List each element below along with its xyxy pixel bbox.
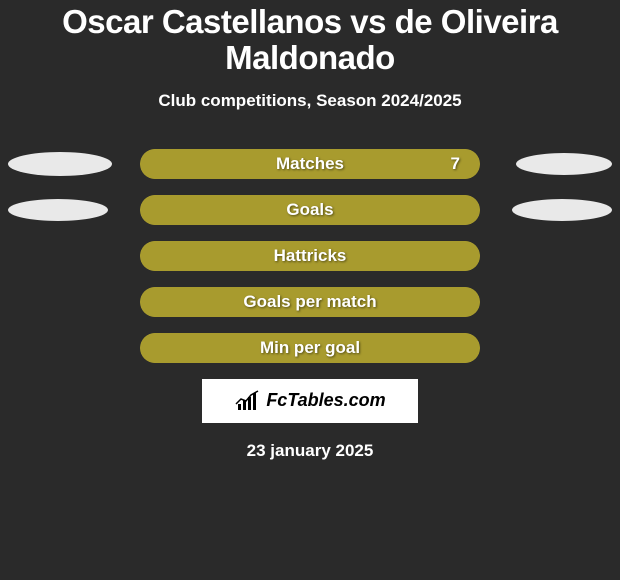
stat-label: Goals	[286, 200, 333, 220]
stat-label: Hattricks	[274, 246, 347, 266]
left-score-bubble	[8, 152, 112, 176]
stat-value: 7	[451, 154, 460, 174]
stat-row: Min per goal	[0, 333, 620, 363]
stat-bar: Min per goal	[140, 333, 480, 363]
stat-row: Goals	[0, 195, 620, 225]
subtitle: Club competitions, Season 2024/2025	[0, 91, 620, 111]
comparison-widget: Oscar Castellanos vs de Oliveira Maldona…	[0, 0, 620, 461]
stat-row: Goals per match	[0, 287, 620, 317]
stat-bar: Goals per match	[140, 287, 480, 317]
stat-row: Hattricks	[0, 241, 620, 271]
brand-chart-icon	[234, 390, 262, 412]
left-score-bubble	[8, 199, 108, 221]
stat-label: Matches	[276, 154, 344, 174]
stat-label: Goals per match	[243, 292, 376, 312]
stat-row: Matches 7	[0, 149, 620, 179]
brand-badge: FcTables.com	[202, 379, 418, 423]
brand-text: FcTables.com	[266, 390, 385, 411]
stat-bar: Hattricks	[140, 241, 480, 271]
stat-label: Min per goal	[260, 338, 360, 358]
page-title: Oscar Castellanos vs de Oliveira Maldona…	[0, 4, 620, 77]
stat-rows: Matches 7 Goals Hattricks Goals per match Min…	[0, 149, 620, 363]
stat-bar: Matches 7	[140, 149, 480, 179]
right-score-bubble	[512, 199, 612, 221]
right-score-bubble	[516, 153, 612, 175]
stat-bar: Goals	[140, 195, 480, 225]
date-label: 23 january 2025	[0, 441, 620, 461]
